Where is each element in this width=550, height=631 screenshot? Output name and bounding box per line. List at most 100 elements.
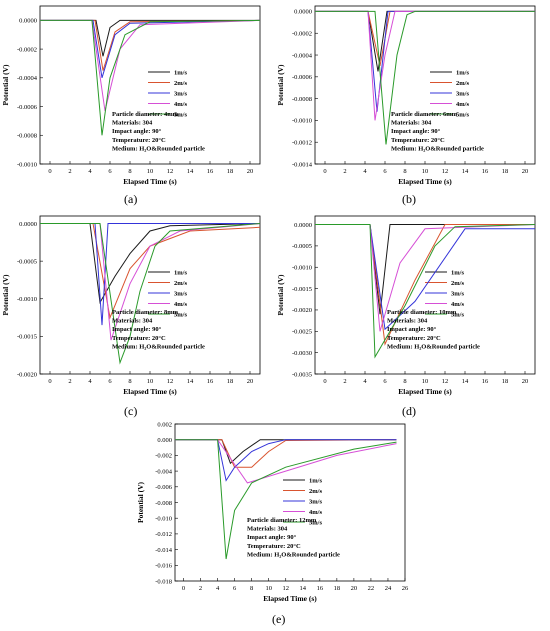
x-tick-label: 12: [167, 378, 174, 385]
x-tick-label: 10: [265, 585, 272, 592]
x-tick-label: 0: [323, 378, 326, 385]
annotation-line: Materials: 304: [247, 526, 288, 533]
caption-c: (c): [124, 404, 138, 418]
x-tick-label: 18: [502, 168, 509, 175]
caption-b: (b): [402, 192, 416, 206]
y-axis-label: Potential (V): [136, 481, 145, 523]
chart-panel-a: 0 2 4 6 8 10 12 14 16 18 20 0.0000 -0.0002 -0.0004 -0.…: [1, 5, 261, 186]
x-tick-label: 0: [48, 168, 51, 175]
x-tick-label: 0: [323, 168, 326, 175]
x-tick-label: 6: [383, 378, 387, 385]
y-tick-label: -0.0012: [292, 140, 312, 147]
caption-a: (a): [124, 192, 138, 206]
series-line-4m/s: [175, 439, 397, 484]
y-tick-label: -0.018: [155, 578, 172, 585]
y-tick-label: -0.004: [155, 468, 173, 475]
y-tick-label: 0.0000: [294, 9, 312, 16]
y-tick-label: -0.0002: [292, 31, 312, 38]
x-tick-label: 16: [317, 585, 324, 592]
legend-label-3m/s: 3m/s: [451, 290, 464, 297]
legend-label-4m/s: 4m/s: [456, 101, 469, 108]
x-tick-label: 2: [343, 378, 346, 385]
series-line-3m/s: [315, 10, 535, 112]
x-tick-label: 2: [68, 168, 71, 175]
series-line-2m/s: [175, 439, 397, 468]
x-tick-label: 14: [300, 585, 307, 592]
y-tick-label: -0.006: [155, 484, 173, 491]
legend-label-2m/s: 2m/s: [456, 80, 469, 87]
y-tick-label: 0.0000: [294, 222, 312, 229]
x-tick-label: 12: [282, 585, 289, 592]
chart-panel-b: 0 2 4 6 8 10 12 14 16 18 20 0.0000 -0.0002 -0.0004 -0.…: [276, 5, 536, 186]
annotation-line: Temperature: 20°C: [112, 137, 166, 144]
x-tick-label: 4: [88, 378, 92, 385]
x-tick-label: 8: [250, 585, 253, 592]
annotation-line: Impact angle: 90°: [391, 128, 441, 135]
x-tick-label: 8: [128, 378, 131, 385]
legend-label-5m/s: 5m/s: [174, 111, 187, 118]
legend-label-5m/s: 5m/s: [451, 311, 464, 318]
x-axis-label: Elapsed Time (s): [123, 387, 177, 396]
annotation-line: Materials: 304: [391, 120, 432, 127]
series-line-1m/s: [175, 439, 397, 465]
x-tick-label: 14: [187, 378, 194, 385]
series-line-4m/s: [40, 19, 261, 112]
series-line-5m/s: [175, 439, 397, 560]
y-axis-label: Potential (V): [276, 274, 285, 316]
series-line-1m/s: [315, 224, 535, 315]
y-tick-label: -0.014: [155, 547, 173, 554]
x-tick-label: 8: [128, 168, 131, 175]
series-line-4m/s: [315, 10, 535, 121]
x-tick-label: 20: [522, 168, 529, 175]
y-tick-label: -0.0010: [17, 296, 37, 303]
x-tick-label: 4: [363, 168, 367, 175]
legend-label-4m/s: 4m/s: [174, 101, 187, 108]
x-tick-label: 6: [383, 168, 387, 175]
y-tick-label: -0.012: [155, 531, 172, 538]
annotation-line: Medium: H₂O&Rounded particle: [112, 145, 205, 152]
legend-label-4m/s: 4m/s: [309, 509, 322, 516]
y-tick-label: 0.0000: [19, 221, 37, 228]
x-tick-label: 10: [422, 168, 429, 175]
x-tick-label: 18: [334, 585, 341, 592]
annotation-line: Impact angle: 90°: [387, 326, 437, 333]
legend-label-2m/s: 2m/s: [309, 488, 322, 495]
x-tick-label: 20: [247, 168, 254, 175]
legend-label-2m/s: 2m/s: [451, 280, 464, 287]
annotation-line: Temperature: 20°C: [112, 335, 166, 342]
x-tick-label: 6: [108, 168, 112, 175]
legend-label-4m/s: 4m/s: [174, 301, 187, 308]
y-tick-label: -0.0015: [17, 334, 37, 341]
y-tick-label: -0.0014: [292, 161, 313, 168]
x-tick-label: 14: [462, 168, 469, 175]
y-tick-label: -0.0015: [292, 286, 312, 293]
annotation-line: Impact angle: 90°: [112, 326, 162, 333]
x-tick-label: 10: [422, 378, 429, 385]
series-line-5m/s: [315, 224, 536, 359]
series-line-3m/s: [175, 439, 397, 482]
annotation-line: Impact angle: 90°: [247, 534, 297, 541]
legend-label-2m/s: 2m/s: [174, 80, 187, 87]
series-line-1m/s: [40, 19, 260, 57]
chart-panel-e: 0 2 4 6 8 10 12 14 16 18 20 22 24 260.0020.000-0.002-…: [136, 421, 409, 603]
annotation-line: Materials: 304: [112, 318, 153, 325]
x-tick-label: 20: [522, 378, 529, 385]
annotation-line: Medium: H₂O&Rounded particle: [247, 551, 340, 558]
annotation-line: Impact angle: 90°: [112, 128, 162, 135]
x-tick-label: 26: [402, 585, 409, 592]
annotation-line: Materials: 304: [112, 120, 153, 127]
y-tick-label: -0.002: [155, 453, 172, 460]
legend-label-3m/s: 3m/s: [174, 90, 187, 97]
x-axis-label: Elapsed Time (s): [398, 177, 452, 186]
x-tick-label: 0: [48, 378, 51, 385]
series-line-1m/s: [40, 223, 261, 305]
y-tick-label: -0.016: [155, 563, 173, 570]
annotation-line: Particle diameter: 12mm: [247, 517, 317, 524]
y-tick-label: -0.0006: [292, 74, 313, 81]
y-tick-label: -0.0020: [17, 371, 37, 378]
legend-label-5m/s: 5m/s: [309, 519, 322, 526]
series-line-2m/s: [40, 19, 261, 71]
x-tick-label: 16: [207, 168, 214, 175]
y-tick-label: -0.0008: [17, 133, 37, 140]
y-tick-label: -0.0005: [17, 258, 37, 265]
